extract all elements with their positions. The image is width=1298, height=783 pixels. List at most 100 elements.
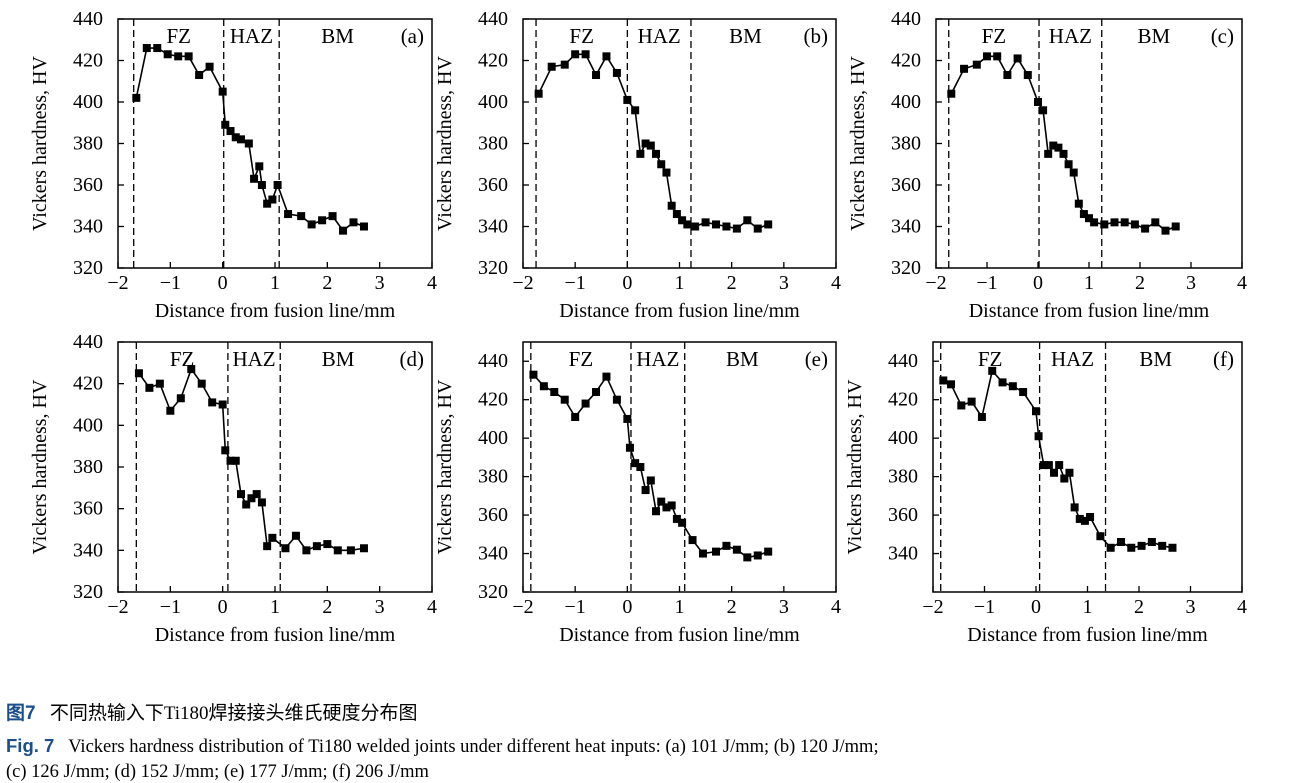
data-point [722,222,731,231]
data-point [184,52,193,61]
y-tick-label: 440 [891,8,921,30]
data-point [732,224,741,233]
y-axis-label: Vickers hardness, HV [29,56,51,231]
x-axis-label: Distance from fusion line/mm [155,624,396,646]
panel-label: (a) [401,24,424,48]
region-label-haz: HAZ [1049,24,1092,48]
data-point [625,443,634,452]
data-point [231,133,240,142]
x-tick-label: 1 [675,596,685,618]
y-tick-label: 400 [478,91,508,113]
data-point [732,545,741,554]
data-point [273,181,282,189]
data-point [252,490,261,499]
data-point [1059,149,1068,158]
data-point [247,494,256,503]
data-point [1171,222,1180,231]
x-tick-label: 0 [1031,596,1041,618]
data-point [947,89,956,98]
data-point [244,139,253,148]
data-point [281,544,290,553]
y-tick-label: 320 [891,257,921,279]
data-point [1044,149,1053,158]
data-point [1064,160,1073,169]
region-label-fz: FZ [569,347,594,371]
data-point [571,50,580,59]
data-point [218,87,227,96]
region-label-bm: BM [729,24,762,48]
y-axis-label: Vickers hardness, HV [29,379,51,554]
x-tick-label: 3 [779,272,789,294]
region-label-bm: BM [1138,24,1171,48]
data-point [250,174,259,183]
region-label-bm: BM [321,24,354,48]
region-label-fz: FZ [982,24,1007,48]
data-point [688,536,697,545]
caption-english-line2: (c) 126 J/mm; (d) 152 J/mm; (e) 177 J/mm… [6,762,429,782]
data-point [592,71,601,80]
y-axis-label: Vickers hardness, HV [434,379,456,554]
data-point [631,106,640,115]
y-tick-label: 400 [891,91,921,113]
data-point [297,212,306,221]
data-point [205,62,214,71]
x-tick-label: −1 [565,596,586,618]
data-point [142,44,151,53]
y-tick-label: 440 [888,350,918,372]
data-point [242,500,251,509]
data-point [1130,220,1139,229]
x-tick-label: 1 [1083,596,1093,618]
data-point [1120,218,1129,227]
data-point [312,542,321,551]
data-point [1013,54,1022,63]
data-point [993,52,1002,61]
data-point [1085,214,1093,223]
region-label-fz: FZ [569,24,594,48]
data-point [1080,516,1089,525]
y-tick-label: 420 [73,50,103,72]
x-tick-label: 1 [270,272,280,294]
x-tick-label: 1 [270,596,280,618]
y-axis-label: Vickers hardness, HV [844,379,866,554]
plot-frame [117,341,433,593]
x-tick-label: 1 [675,272,685,294]
x-tick-label: 2 [727,272,737,294]
panel-label: (c) [1211,24,1234,48]
data-point [636,149,645,158]
data-point [1032,407,1040,416]
x-tick-label: −2 [925,272,946,294]
data-point [652,149,661,158]
data-point [743,216,752,225]
x-tick-label: 0 [622,596,632,618]
chart-panel-d: −2 −1 0 1 2 3 4 320 340 360 380 400 420 440 Distance f… [29,331,437,646]
series-line [135,47,365,232]
y-tick-label: 420 [478,389,508,411]
data-point [291,531,300,540]
data-point [221,446,230,455]
data-point [1070,503,1079,512]
plot-frame [522,18,837,269]
data-point [641,139,650,148]
data-point [662,503,671,512]
data-point [988,366,997,375]
plot-frame [522,341,837,593]
panel-label: (f) [1213,347,1234,371]
y-tick-label: 380 [478,466,508,488]
x-tick-label: −1 [160,596,181,618]
data-point [550,388,559,396]
x-tick-label: 1 [1084,272,1094,294]
data-point [1050,468,1059,477]
panel-label: (e) [805,347,828,371]
data-point [972,60,981,69]
y-tick-label: 440 [478,350,508,372]
data-point [764,547,773,556]
data-point [176,394,185,403]
data-point [1039,461,1048,470]
y-tick-label: 400 [73,414,103,436]
y-tick-label: 320 [478,581,508,603]
chart-panel-a: −2 −1 0 1 2 3 4 320 340 360 380 400 420 440 Distance f… [29,8,437,322]
y-tick-label: 420 [478,50,508,72]
x-tick-label: 3 [375,596,385,618]
data-point [560,60,569,69]
